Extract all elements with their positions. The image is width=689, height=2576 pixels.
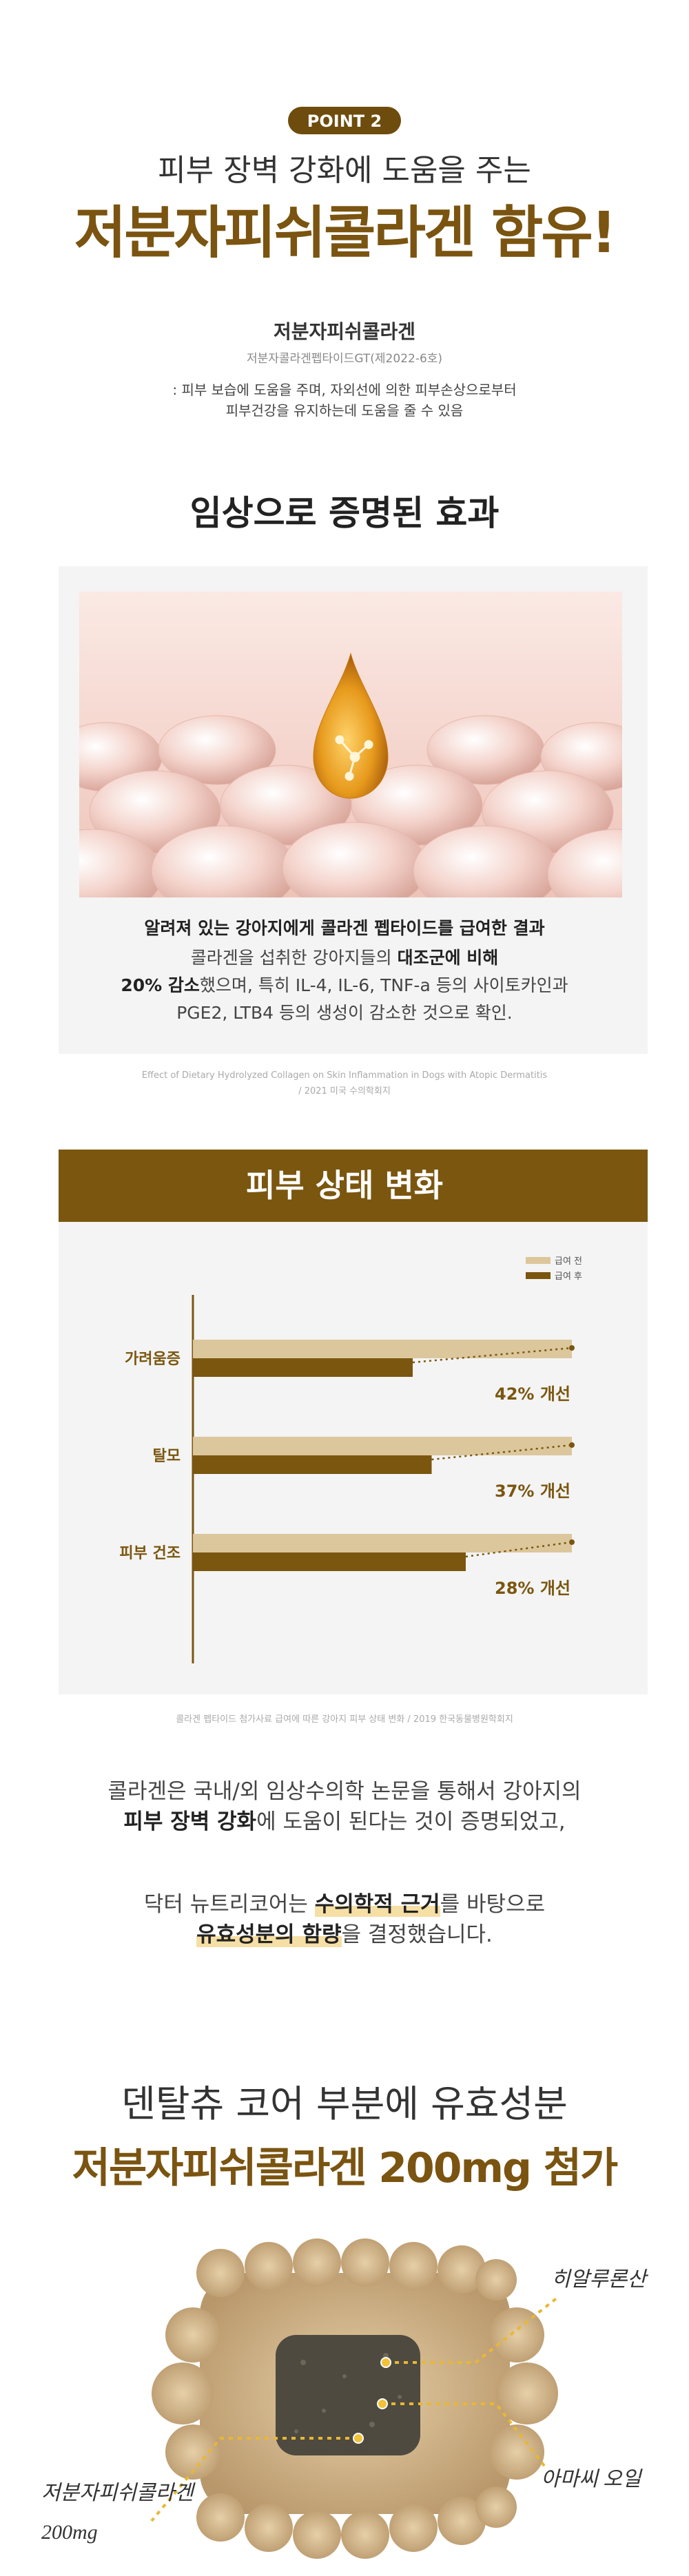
bar [193, 1534, 572, 1552]
dental-chew-image [150, 2239, 559, 2559]
bar [193, 1358, 413, 1377]
ingredient-desc: : 피부 보습에 도움을 주며, 자외선에 의한 피부손상으로부터 [172, 382, 517, 398]
dosage-subtitle: 덴탈츄 코어 부분에 유효성분 [121, 2082, 568, 2126]
callout-label: 200mg [41, 2521, 98, 2544]
bar [193, 1340, 572, 1358]
category-label: 가려움증 [125, 1351, 181, 1368]
subtitle: 피부 장벽 강화에 도움을 주는 [158, 153, 531, 188]
bold-text: 알려져 있는 강아지에게 콜라겐 펩타이드를 급여한 결과 [144, 918, 545, 938]
skin-illustration [79, 592, 622, 897]
chart-banner [59, 1150, 648, 1222]
connector-dot [569, 1345, 575, 1351]
text-line: 유효성분의 함량을 결정했습니다. [0, 1922, 689, 1947]
bar [193, 1455, 432, 1474]
callout-label: 아마씨 오일 [541, 2468, 641, 2491]
badge-text: POINT 2 [307, 112, 382, 131]
text-line: 피부 장벽 강화에 도움이 된다는 것이 증명되었고, [0, 1811, 689, 1833]
legend-label: 급여 후 [555, 1271, 582, 1282]
chart-source: 콜라겐 펩타이드 첨가사료 급여에 따른 강아지 피부 상태 변화 / 2019… [176, 1714, 513, 1725]
legend-swatch [526, 1272, 551, 1279]
connector-dot [569, 1539, 575, 1545]
connector-dot [569, 1442, 575, 1448]
text: 을 결정했습니다. [341, 1922, 493, 1947]
connector [412, 1347, 573, 1364]
chart-title: 피부 상태 변화 [246, 1167, 443, 1204]
text-line: 콜라겐은 국내/외 임상수의학 논문을 통해서 강아지의 [0, 1781, 689, 1803]
category-label: 피부 건조 [119, 1545, 181, 1562]
text: 닥터 뉴트리코어는 [143, 1892, 315, 1917]
ingredient-registration: 저분자콜라겐펩타이드GT(제2022-6호) [246, 352, 443, 366]
connector [465, 1541, 573, 1558]
ingredient-name: 저분자피쉬콜라겐 [273, 320, 416, 343]
headline: 저분자피쉬콜라겐 함유! [74, 200, 617, 266]
text: 했으며, 특히 IL-4, IL-6, TNF-a 등의 사이토카인과 [199, 975, 568, 995]
bold-text: 피부 장벽 강화 [123, 1809, 257, 1834]
text-line: 알려져 있는 강아지에게 콜라겐 펩타이드를 급여한 결과 [0, 920, 689, 937]
text: 를 바탕으로 [440, 1892, 546, 1917]
improvement-label: 42% 개선 [495, 1384, 570, 1404]
bar [193, 1437, 572, 1455]
source: Effect of Dietary Hydrolyzed Collagen on… [141, 1070, 548, 1081]
section-title: 임상으로 증명된 효과 [189, 493, 500, 533]
source: / 2021 미국 수의학회지 [298, 1086, 391, 1097]
text-line: 콜라겐을 섭취한 강아지들의 대조군에 비해 [0, 949, 689, 966]
bold-text: 대조군에 비해 [397, 948, 499, 968]
dosage-title: 저분자피쉬콜라겐 200mg 첨가 [72, 2144, 619, 2192]
text: PGE2, LTB4 등의 생성이 감소한 것으로 확인. [176, 1003, 513, 1023]
ingredient-desc: 피부건강을 유지하는데 도움을 줄 수 있음 [225, 402, 464, 419]
text: 콜라겐을 섭취한 강아지들의 [190, 948, 398, 968]
improvement-label: 28% 개선 [495, 1579, 570, 1598]
text-line: 20% 감소했으며, 특히 IL-4, IL-6, TNF-a 등의 사이토카인… [0, 977, 689, 994]
badge [288, 107, 401, 134]
improvement-label: 37% 개선 [495, 1482, 570, 1501]
text: 에 도움이 된다는 것이 증명되었고, [256, 1809, 566, 1834]
callout-label: 저분자피쉬콜라겐 [41, 2482, 194, 2504]
connector [431, 1444, 573, 1461]
category-label: 탈모 [153, 1448, 181, 1465]
text-line: 닥터 뉴트리코어는 수의학적 근거를 바탕으로 [0, 1892, 689, 1917]
bar [193, 1552, 466, 1571]
bold-text: 20% 감소 [121, 975, 200, 995]
callout-label: 히알루론산 [551, 2268, 646, 2291]
highlight-text: 수의학적 근거 [314, 1892, 440, 1917]
text-line: PGE2, LTB4 등의 생성이 감소한 것으로 확인. [0, 1004, 689, 1021]
legend-swatch [526, 1257, 551, 1264]
legend-label: 급여 전 [555, 1256, 582, 1267]
highlight-text: 유효성분의 함량 [196, 1922, 342, 1947]
text: 콜라겐은 국내/외 임상수의학 논문을 통해서 강아지의 [107, 1779, 582, 1804]
